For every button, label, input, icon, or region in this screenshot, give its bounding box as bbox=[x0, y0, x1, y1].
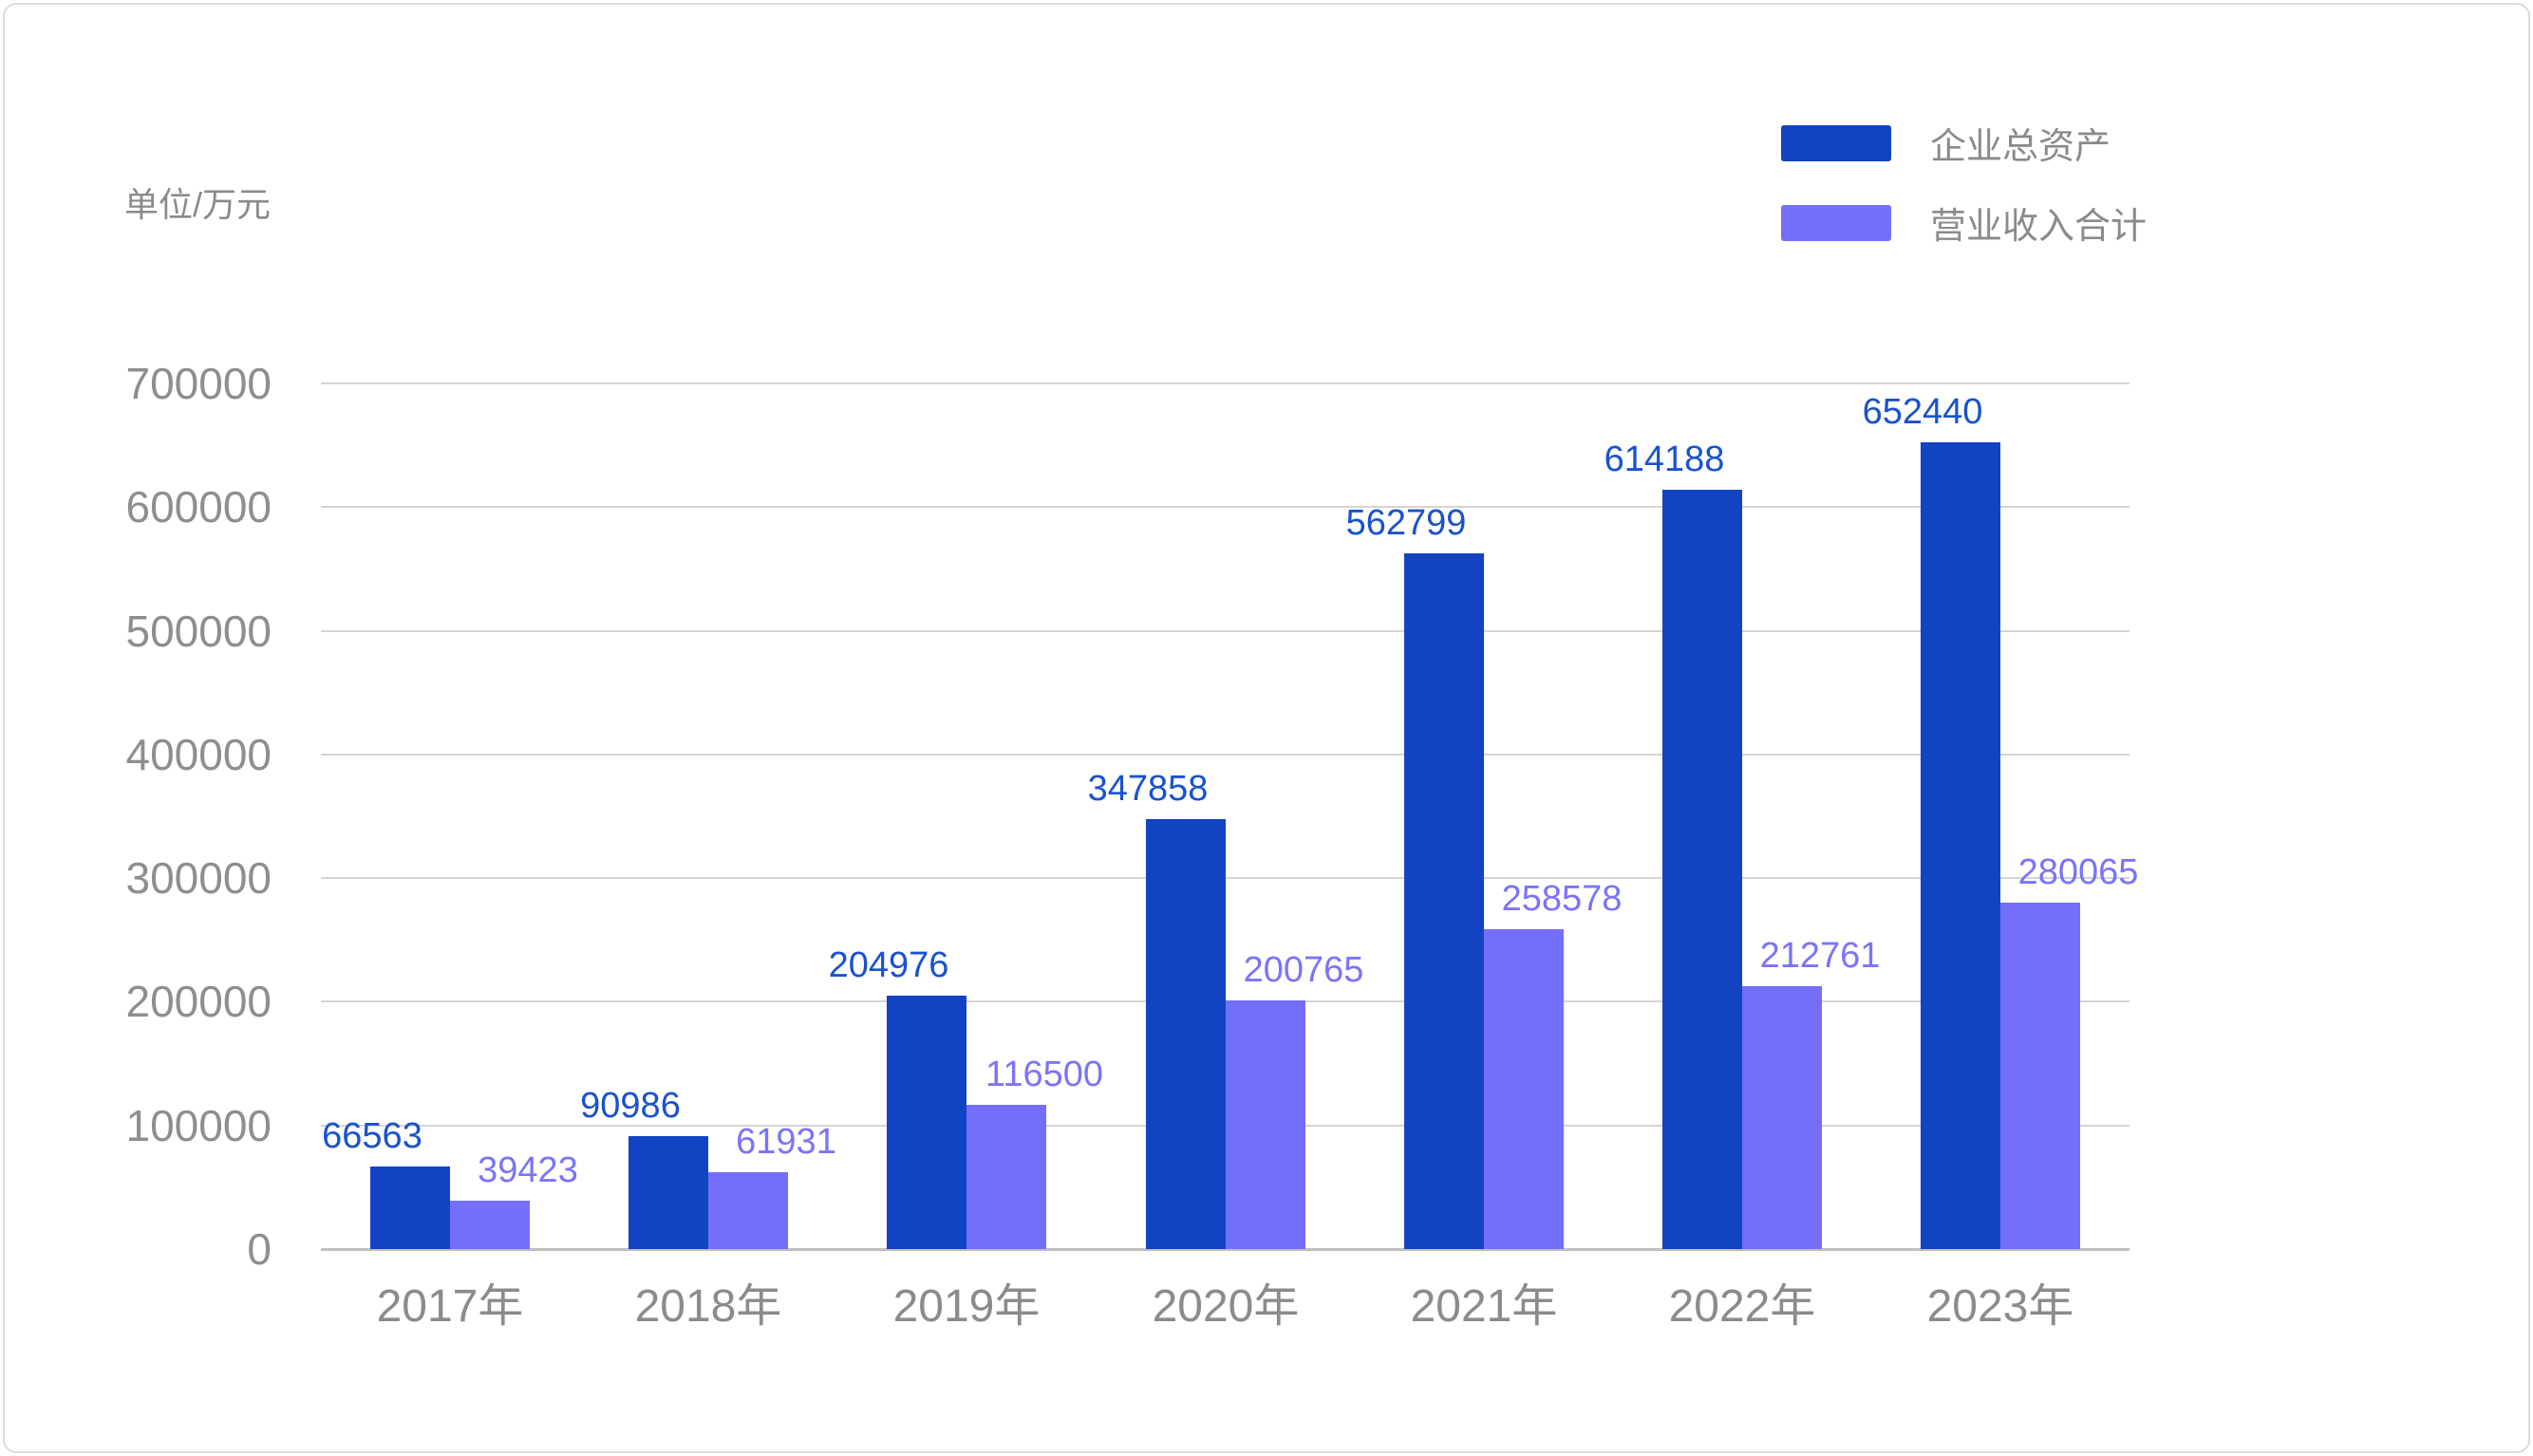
legend-swatch-total-assets bbox=[1780, 124, 1891, 161]
value-label-total-assets: 614188 bbox=[1604, 439, 1725, 479]
legend-label-total-assets: 企业总资产 bbox=[1929, 127, 2111, 167]
value-label-revenue: 116500 bbox=[985, 1055, 1103, 1094]
value-label-revenue: 200765 bbox=[1243, 950, 1364, 990]
x-axis-line bbox=[321, 1248, 2130, 1251]
value-label-total-assets: 90986 bbox=[580, 1086, 681, 1126]
value-label-total-assets: 204976 bbox=[828, 945, 949, 985]
value-label-revenue: 39423 bbox=[478, 1150, 578, 1190]
bar-total-assets[interactable] bbox=[1146, 819, 1226, 1249]
value-label-total-assets: 66563 bbox=[322, 1116, 422, 1156]
value-label-revenue: 212761 bbox=[1759, 936, 1881, 976]
bar-total-assets[interactable] bbox=[887, 996, 966, 1249]
legend-item-total-assets[interactable]: 企业总资产 bbox=[1780, 117, 2147, 169]
y-tick-label: 100000 bbox=[125, 1101, 272, 1150]
gridline bbox=[321, 506, 2130, 508]
legend-label-revenue: 营业收入合计 bbox=[1929, 207, 2147, 247]
bar-revenue[interactable] bbox=[1742, 986, 1822, 1249]
x-tick-label: 2017年 bbox=[376, 1281, 524, 1332]
bar-total-assets[interactable] bbox=[1921, 442, 2000, 1249]
x-tick-label: 2021年 bbox=[1410, 1281, 1558, 1332]
gridline bbox=[321, 754, 2130, 756]
x-tick-label: 2019年 bbox=[892, 1281, 1041, 1332]
value-label-revenue: 61931 bbox=[736, 1122, 836, 1162]
x-tick-label: 2022年 bbox=[1668, 1281, 1816, 1332]
chart-frame: 单位/万元 企业总资产 营业收入合计 0 100000 200000 300000 40… bbox=[3, 3, 2530, 1453]
legend-swatch-revenue bbox=[1780, 204, 1891, 241]
value-label-total-assets: 562799 bbox=[1345, 503, 1467, 543]
x-tick-label: 2018年 bbox=[634, 1281, 782, 1332]
bar-chart-plot-area: 0 100000 200000 300000 400000 500000 600000 700… bbox=[5, 5, 2528, 1451]
bar-revenue[interactable] bbox=[450, 1201, 530, 1249]
bar-total-assets[interactable] bbox=[629, 1136, 708, 1249]
gridline bbox=[321, 630, 2130, 632]
x-tick-label: 2020年 bbox=[1152, 1281, 1300, 1332]
value-label-total-assets: 652440 bbox=[1862, 392, 1983, 432]
value-label-revenue: 258578 bbox=[1501, 879, 1623, 919]
bar-total-assets[interactable] bbox=[1404, 553, 1484, 1249]
bar-revenue[interactable] bbox=[966, 1105, 1046, 1249]
x-tick-label: 2023年 bbox=[1926, 1281, 2074, 1332]
gridline bbox=[321, 383, 2130, 384]
bar-total-assets[interactable] bbox=[370, 1167, 450, 1249]
bar-revenue[interactable] bbox=[1226, 1000, 1305, 1249]
y-tick-label: 600000 bbox=[125, 482, 272, 532]
y-tick-label: 500000 bbox=[125, 607, 272, 656]
y-axis-unit-label: 单位/万元 bbox=[124, 185, 272, 224]
bar-revenue[interactable] bbox=[708, 1172, 788, 1249]
y-tick-label: 700000 bbox=[125, 359, 272, 408]
legend: 企业总资产 营业收入合计 bbox=[1780, 117, 2147, 276]
y-tick-label: 0 bbox=[247, 1224, 272, 1274]
legend-item-revenue[interactable]: 营业收入合计 bbox=[1780, 196, 2147, 249]
value-label-revenue: 280065 bbox=[2017, 852, 2139, 892]
y-tick-label: 300000 bbox=[125, 853, 272, 903]
y-tick-label: 200000 bbox=[125, 977, 272, 1026]
value-label-total-assets: 347858 bbox=[1087, 769, 1209, 809]
y-tick-label: 400000 bbox=[125, 730, 272, 779]
bar-revenue[interactable] bbox=[1484, 929, 1564, 1249]
bar-revenue[interactable] bbox=[2000, 903, 2080, 1249]
bar-total-assets[interactable] bbox=[1662, 490, 1742, 1249]
